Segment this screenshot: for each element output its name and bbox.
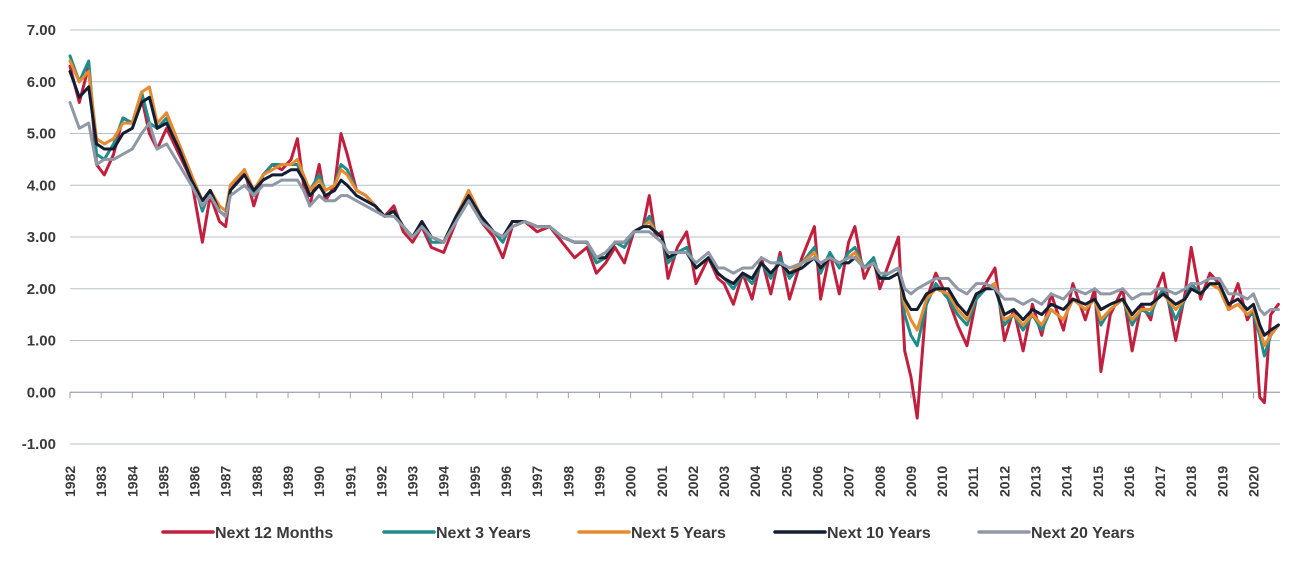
x-tick-label: 1994 xyxy=(436,466,452,497)
x-tick-label: 2020 xyxy=(1246,466,1262,497)
series-line-next-10-years xyxy=(68,69,1280,337)
x-tick-label: 2017 xyxy=(1152,466,1168,497)
x-tick-label: 2000 xyxy=(623,466,639,497)
y-tick-label: 4.00 xyxy=(27,177,56,194)
x-tick-label: 2005 xyxy=(778,466,794,497)
x-tick-label: 1990 xyxy=(311,466,327,497)
x-tick-label: 2007 xyxy=(841,466,857,497)
y-tick-label: 5.00 xyxy=(27,126,56,143)
x-tick-label: 1993 xyxy=(405,466,421,497)
x-tick-label: 2004 xyxy=(747,466,763,497)
series-line-next-12-months xyxy=(68,64,1280,420)
y-tick-label: 1.00 xyxy=(27,333,56,350)
x-tick-label: 1989 xyxy=(280,466,296,497)
x-tick-label: 1986 xyxy=(187,466,203,497)
x-tick-label: 2001 xyxy=(654,466,670,497)
axis-layer: 7.00 6.00 5.00 4.00 3.00 2.00 1.00 0.00 -1.00 198… xyxy=(22,22,1280,497)
grid-layer xyxy=(70,29,1280,445)
x-tick-label: 2008 xyxy=(872,466,888,497)
legend-label: Next 12 Months xyxy=(215,525,333,542)
x-tick-label: 1987 xyxy=(218,466,234,497)
x-tick-label: 1982 xyxy=(62,466,78,497)
x-tick-label: 1983 xyxy=(93,466,109,497)
y-tick-label: -1.00 xyxy=(22,436,56,453)
x-tick-label: 1984 xyxy=(124,466,140,497)
x-tick-label: 1999 xyxy=(591,466,607,497)
legend-label: Next 3 Years xyxy=(436,525,531,542)
x-tick-label: 1985 xyxy=(155,466,171,497)
x-tick-label: 2003 xyxy=(716,466,732,497)
x-tick-label: 1992 xyxy=(373,466,389,497)
x-tick-label: 2014 xyxy=(1059,466,1075,497)
x-tick-label: 2006 xyxy=(809,466,825,497)
x-tick-label: 1998 xyxy=(560,466,576,497)
y-tick-label: 6.00 xyxy=(27,74,56,91)
x-tick-label: 2012 xyxy=(996,466,1012,497)
x-tick-label: 1995 xyxy=(467,466,483,497)
x-tick-label: 2009 xyxy=(903,466,919,497)
y-tick-label: 3.00 xyxy=(27,229,56,246)
legend-label: Next 5 Years xyxy=(631,525,726,542)
x-tick-label: 1991 xyxy=(342,466,358,497)
y-tick-label: 0.00 xyxy=(27,384,56,401)
x-tick-label: 2011 xyxy=(965,466,981,497)
x-tick-label: 2016 xyxy=(1121,466,1137,497)
legend-label: Next 10 Years xyxy=(827,525,931,542)
legend-label: Next 20 Years xyxy=(1031,525,1135,542)
x-tick-label: 2010 xyxy=(934,466,950,497)
x-tick-label: 2002 xyxy=(685,466,701,497)
x-tick-label: 2015 xyxy=(1090,466,1106,497)
x-tick-label: 2019 xyxy=(1214,466,1230,497)
series-layer xyxy=(68,54,1280,420)
x-tick-label: 2018 xyxy=(1183,466,1199,497)
legend: Next 12 Months Next 3 Years Next 5 Years Ne… xyxy=(161,525,1135,542)
x-tick-label: 1988 xyxy=(249,466,265,497)
y-tick-label: 2.00 xyxy=(27,281,56,298)
x-tick-label: 1996 xyxy=(498,466,514,497)
x-tick-label: 1997 xyxy=(529,466,545,497)
y-tick-label: 7.00 xyxy=(27,22,56,39)
x-tick-label: 2013 xyxy=(1028,466,1044,497)
series-line-next-20-years xyxy=(68,101,1280,317)
